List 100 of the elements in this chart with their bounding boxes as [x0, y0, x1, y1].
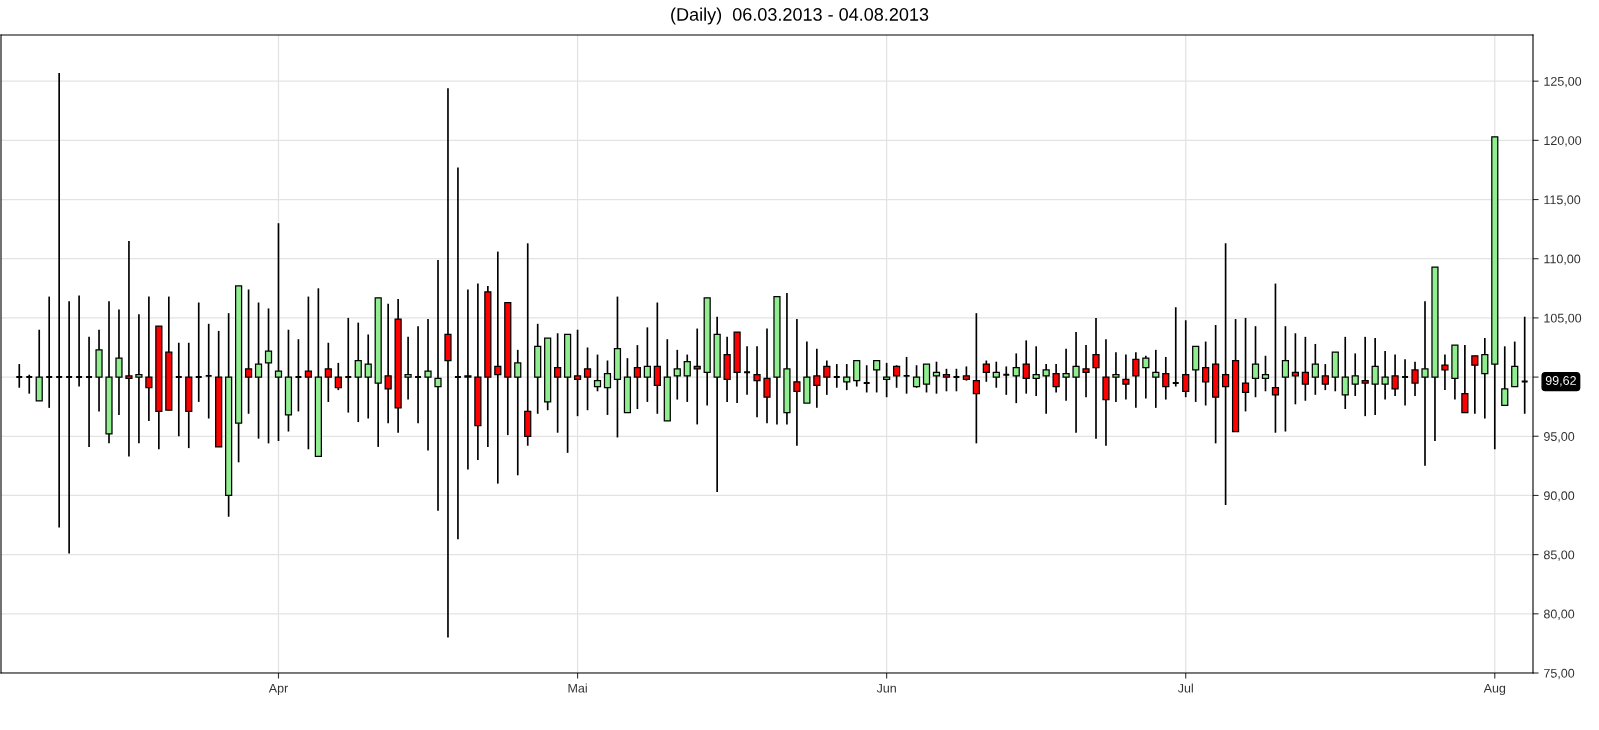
annotation: 99,62 [1545, 376, 1576, 387]
x-tick-label: Mai [568, 683, 587, 693]
candlestick [932, 360, 941, 395]
candlestick [753, 345, 761, 419]
candlestick [1032, 345, 1040, 397]
y-tick-label: 115,00 [1544, 195, 1581, 206]
candlestick [364, 333, 372, 420]
candlestick [514, 349, 522, 477]
candlestick [1421, 300, 1429, 467]
candlestick [982, 359, 990, 383]
candlestick [853, 359, 861, 388]
candlestick [1481, 337, 1489, 420]
candlestick [643, 326, 651, 403]
candlestick [324, 341, 332, 403]
candlestick [1281, 325, 1290, 433]
candlestick [1102, 338, 1110, 447]
candlestick [942, 367, 951, 393]
candlestick [35, 328, 43, 402]
candlestick [1022, 339, 1030, 395]
y-tick-label: 120,00 [1544, 136, 1582, 147]
candlestick [1202, 340, 1210, 407]
y-tick-label: 80,00 [1543, 609, 1575, 620]
candlestick [823, 359, 831, 396]
candlestick [135, 313, 143, 445]
candlestick [264, 307, 273, 445]
candlestick [1501, 345, 1509, 407]
candlestick [912, 364, 921, 389]
candlestick [793, 318, 801, 447]
candlestick [1042, 363, 1050, 415]
candlestick [1152, 349, 1160, 409]
x-tick-label: Jul [1177, 683, 1193, 693]
candlestick [633, 344, 642, 410]
candlestick [1511, 340, 1519, 388]
y-tick-label: 90,00 [1544, 491, 1575, 502]
candlestick [444, 87, 452, 639]
candlestick [573, 328, 582, 417]
y-tick-label: 95,00 [1544, 432, 1575, 443]
candlestick [404, 336, 412, 401]
candlestick [1471, 354, 1479, 415]
y-tick-label: 105,00 [1544, 313, 1582, 325]
candlestick [494, 250, 502, 485]
y-tick-label: 110,00 [1544, 254, 1581, 265]
candlestick [1221, 242, 1230, 506]
candlestick [1311, 343, 1319, 396]
candlestick [1012, 352, 1020, 404]
candlestick [1381, 350, 1389, 401]
candlestick [524, 242, 532, 447]
x-tick-label: Aug [1483, 683, 1506, 696]
candlestick [1261, 354, 1270, 393]
candlestick [673, 349, 681, 401]
candlestick [384, 302, 392, 425]
candlestick [1162, 356, 1170, 401]
x-tick-label: Jun [876, 683, 896, 693]
y-tick-label: 125,00 [1544, 76, 1582, 88]
x-tick-label: Apr [268, 683, 289, 696]
candlestick [1062, 347, 1070, 402]
candlestick [304, 295, 313, 451]
candlestick [1092, 317, 1100, 440]
candlestick [1391, 353, 1399, 397]
candlestick [464, 288, 472, 471]
candlestick [1271, 282, 1280, 434]
candlestick [992, 360, 1000, 389]
candlestick [972, 312, 980, 445]
candlestick [254, 301, 263, 440]
candlestick [554, 332, 562, 434]
candlestick [1142, 354, 1150, 400]
candlestick [1411, 360, 1419, 397]
candlestick [873, 359, 881, 394]
candlestick [1182, 319, 1190, 399]
candlestick [424, 318, 432, 452]
chart-title: (Daily) 06.03.2013 - 04.08.2013 [671, 7, 929, 25]
candlestick [603, 359, 612, 416]
candlestick [813, 347, 821, 409]
y-tick-label: 75,00 [1544, 668, 1575, 680]
candlestick [1341, 336, 1349, 410]
candlestick [1321, 363, 1329, 391]
candlestick [763, 327, 771, 425]
candlestick [125, 240, 133, 458]
candlestick [1122, 353, 1130, 401]
candlestick [1371, 337, 1379, 416]
candlestick [1192, 345, 1200, 403]
candlestick [1291, 332, 1300, 406]
candlestick [334, 362, 342, 391]
candlestick [1251, 325, 1260, 399]
candlestick [593, 353, 602, 393]
candlestick [843, 363, 851, 391]
candlestick [1361, 336, 1369, 417]
candlestick [922, 363, 931, 394]
candlestick [434, 259, 442, 512]
candlestick [583, 346, 592, 412]
candlestick [1351, 352, 1359, 397]
candlestick [1052, 363, 1060, 394]
y-tick-label: 85,00 [1543, 550, 1575, 561]
candlestick [1132, 351, 1140, 409]
candlestick [1241, 317, 1250, 413]
candlestick [1072, 331, 1080, 434]
candlestick [1082, 344, 1090, 399]
candlestick [115, 308, 123, 416]
candlestick [244, 288, 253, 415]
candlestick [683, 353, 691, 403]
